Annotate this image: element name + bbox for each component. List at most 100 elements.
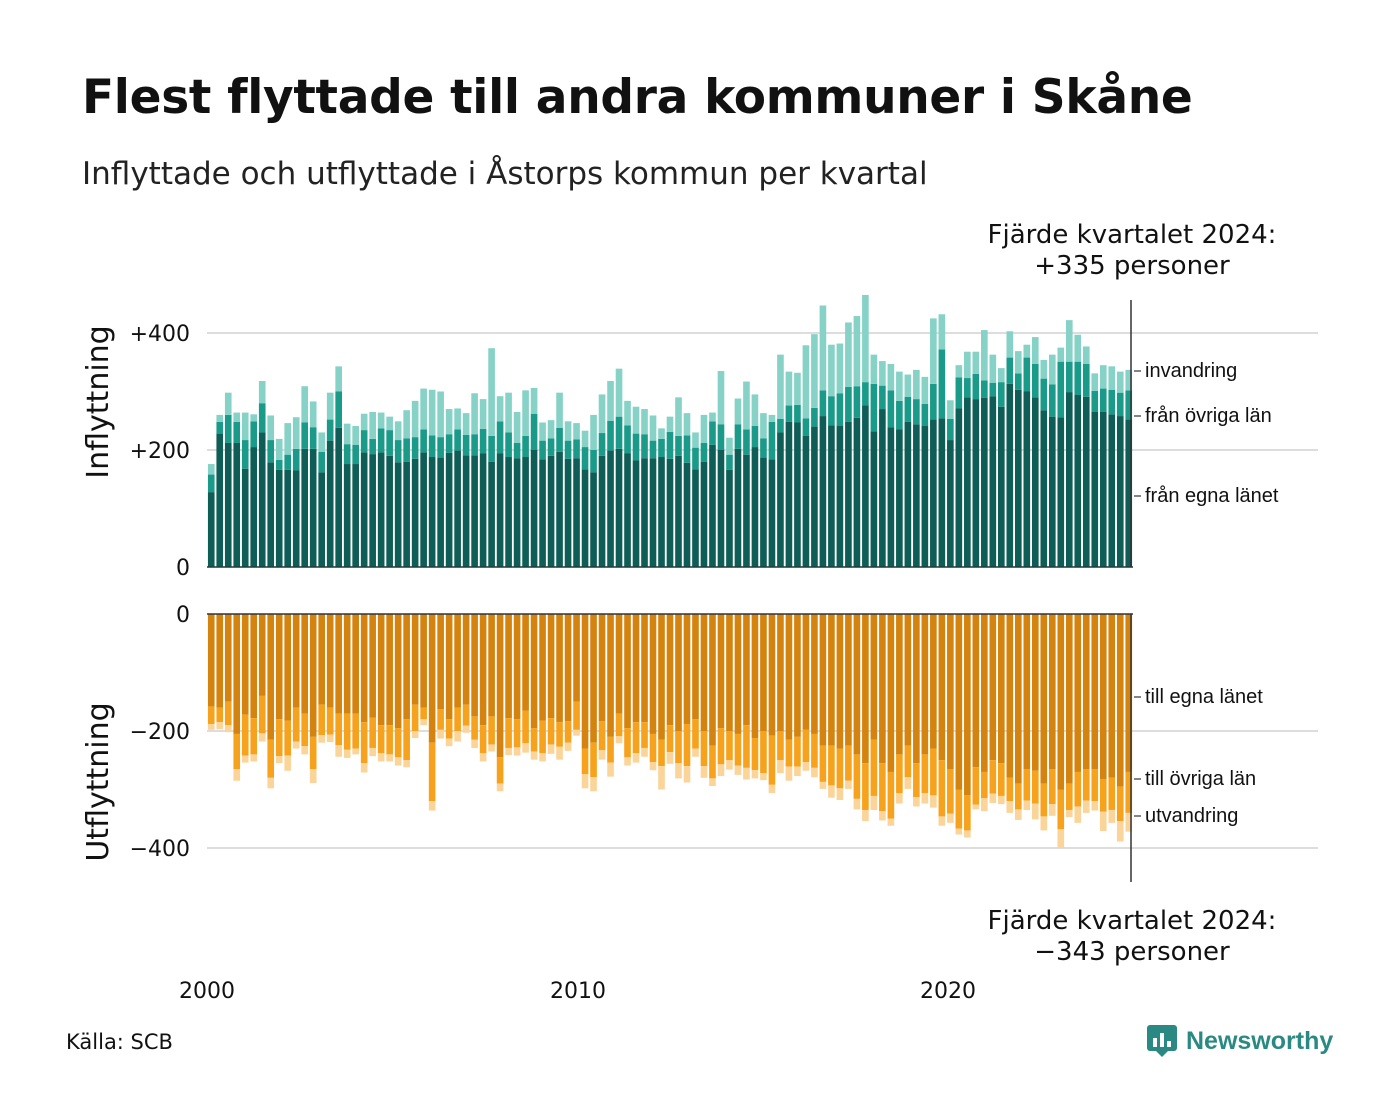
bar-out-1 — [1116, 786, 1124, 822]
bar-in-2 — [828, 344, 835, 397]
bar-in-1 — [403, 438, 410, 462]
bar-out-1 — [743, 725, 750, 768]
bar-out-1 — [445, 719, 453, 739]
bar-in-0 — [751, 447, 759, 567]
bar-out-2 — [998, 795, 1005, 805]
bar-in-0 — [590, 472, 597, 567]
bar-out-0 — [556, 614, 563, 723]
bar-in-2 — [1048, 354, 1056, 385]
bar-out-1 — [998, 763, 1005, 796]
bar-out-2 — [1040, 816, 1048, 831]
bar-in-2 — [947, 400, 954, 419]
bar-out-1 — [420, 707, 427, 720]
bar-out-0 — [743, 614, 750, 726]
bar-in-2 — [777, 354, 784, 419]
bar-out-2 — [428, 801, 436, 811]
bar-out-0 — [530, 614, 538, 729]
bar-in-2 — [1040, 359, 1048, 379]
bar-out-2 — [853, 798, 861, 810]
bar-out-1 — [845, 745, 852, 781]
bar-out-2 — [233, 769, 241, 781]
bar-out-1 — [522, 710, 529, 744]
bar-in-0 — [692, 469, 699, 567]
bar-in-0 — [675, 455, 682, 567]
bar-out-0 — [870, 614, 878, 740]
bar-out-0 — [496, 614, 504, 758]
bar-in-0 — [981, 397, 988, 567]
bar-in-2 — [564, 421, 572, 441]
bar-out-0 — [955, 614, 963, 790]
bar-in-1 — [598, 433, 606, 456]
bar-out-2 — [981, 798, 988, 812]
bar-in-1 — [632, 433, 640, 461]
bar-out-0 — [777, 614, 784, 731]
bar-out-1 — [462, 704, 470, 726]
bar-out-2 — [726, 760, 733, 770]
bar-out-2 — [819, 781, 827, 789]
bar-out-2 — [564, 742, 572, 751]
bar-out-1 — [573, 701, 580, 730]
bar-out-1 — [258, 695, 266, 734]
bar-in-0 — [607, 450, 614, 567]
bar-in-1 — [624, 425, 631, 454]
bar-out-2 — [1023, 800, 1031, 810]
bar-out-0 — [615, 614, 623, 714]
bar-out-1 — [819, 745, 827, 782]
bar-in-2 — [326, 392, 334, 420]
bar-in-1 — [870, 383, 878, 432]
annotation-top-line2: +335 personer — [1034, 251, 1230, 281]
page-title: Flest flyttade till andra kommuner i Skå… — [82, 70, 1193, 125]
bar-in-2 — [802, 345, 810, 419]
bar-in-2 — [1108, 366, 1116, 390]
bar-in-1 — [530, 413, 538, 450]
bar-in-1 — [496, 421, 504, 454]
bar-in-2 — [505, 392, 512, 433]
bar-out-1 — [989, 760, 997, 794]
bar-in-2 — [471, 393, 478, 435]
bar-in-0 — [802, 435, 810, 567]
bar-in-1 — [505, 432, 512, 458]
bar-in-1 — [377, 428, 385, 453]
inflow-bars — [207, 294, 1133, 567]
bar-out-2 — [675, 763, 682, 779]
bar-out-1 — [471, 716, 478, 740]
bar-out-1 — [1082, 769, 1090, 801]
bar-in-1 — [411, 437, 419, 459]
bar-in-2 — [1091, 373, 1099, 391]
bar-in-1 — [853, 386, 861, 418]
bar-out-1 — [904, 745, 912, 778]
bar-out-0 — [624, 614, 631, 729]
bar-out-1 — [709, 745, 716, 779]
bar-out-2 — [522, 743, 529, 753]
bar-out-2 — [530, 751, 538, 760]
bar-in-1 — [964, 378, 971, 398]
bar-in-2 — [1006, 331, 1014, 358]
bar-out-2 — [267, 777, 275, 789]
bar-in-2 — [207, 464, 215, 475]
bar-in-2 — [369, 411, 376, 439]
bar-out-0 — [581, 614, 589, 749]
bar-in-0 — [1099, 411, 1107, 567]
bar-in-0 — [471, 455, 478, 567]
bar-out-0 — [1048, 614, 1056, 770]
bar-out-0 — [1125, 614, 1133, 772]
bar-out-2 — [624, 757, 631, 766]
bar-in-2 — [556, 392, 563, 428]
bar-out-1 — [751, 738, 759, 771]
bar-out-1 — [598, 721, 606, 751]
bar-out-1 — [717, 728, 725, 765]
bar-in-0 — [1014, 389, 1022, 567]
bar-in-2 — [479, 399, 487, 429]
bar-out-1 — [1057, 789, 1065, 830]
bar-out-2 — [343, 749, 351, 758]
bar-in-2 — [853, 316, 861, 387]
bar-in-1 — [981, 380, 988, 398]
bar-in-2 — [717, 371, 725, 425]
bar-in-2 — [683, 413, 691, 436]
bar-out-2 — [318, 735, 326, 743]
bar-out-1 — [887, 771, 895, 819]
bar-out-0 — [768, 614, 776, 736]
bar-in-2 — [1065, 320, 1073, 362]
bar-in-0 — [964, 397, 971, 567]
bar-out-1 — [1040, 783, 1048, 817]
